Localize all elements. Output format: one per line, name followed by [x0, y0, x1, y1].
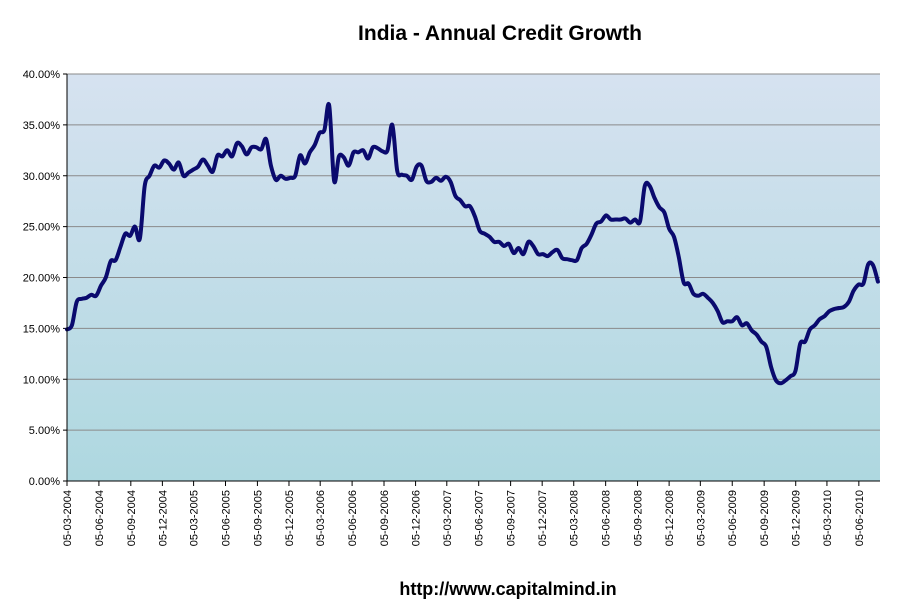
x-tick-label: 05-12-2004: [157, 490, 169, 546]
chart-title: India - Annual Credit Growth: [358, 22, 642, 45]
y-tick-label: 25.00%: [23, 222, 61, 234]
x-tick-label: 05-03-2006: [315, 490, 327, 546]
x-tick-label: 05-12-2008: [664, 490, 676, 546]
y-tick-label: 0.00%: [29, 476, 60, 488]
x-tick-label: 05-03-2007: [442, 490, 454, 546]
source-caption: http://www.capitalmind.in: [399, 579, 616, 599]
x-tick-label: 05-06-2010: [854, 490, 866, 546]
x-tick-label: 05-03-2005: [189, 490, 201, 546]
x-tick-label: 05-12-2006: [411, 490, 423, 546]
x-tick-label: 05-12-2005: [284, 490, 296, 546]
x-tick-label: 05-09-2007: [506, 490, 518, 546]
x-tick-label: 05-03-2004: [62, 490, 74, 546]
y-tick-label: 20.00%: [23, 273, 61, 285]
x-tick-label: 05-06-2005: [221, 490, 233, 546]
x-tick-label: 05-06-2007: [474, 490, 486, 546]
x-tick-label: 05-06-2009: [727, 490, 739, 546]
y-tick-label: 10.00%: [23, 374, 61, 386]
x-tick-label: 05-06-2004: [94, 490, 106, 546]
x-tick-label: 05-09-2005: [252, 490, 264, 546]
x-tick-label: 05-03-2009: [695, 490, 707, 546]
y-tick-label: 30.00%: [23, 171, 61, 183]
x-tick-label: 05-12-2009: [791, 490, 803, 546]
gridlines: [67, 73, 880, 431]
x-tick-label: 05-09-2008: [633, 490, 645, 546]
x-tick-label: 05-03-2008: [569, 490, 581, 546]
x-tick-label: 05-09-2006: [379, 490, 391, 546]
y-tick-label: 5.00%: [29, 425, 60, 437]
series-line: [65, 101, 880, 386]
x-tick-label: 05-12-2007: [537, 490, 549, 546]
x-tick-label: 05-09-2004: [126, 490, 138, 546]
x-tick-label: 05-06-2006: [347, 490, 359, 546]
y-tick-label: 40.00%: [23, 69, 61, 81]
x-tick-label: 05-03-2010: [822, 490, 834, 546]
y-axis-tick-labels: 0.00% 5.00% 10.00% 15.00% 20.00% 25.00% 30.00%…: [23, 69, 67, 488]
y-tick-label: 15.00%: [23, 323, 61, 335]
x-axis-tick-labels: 05-03-2004 05-06-2004 05-09-2004 05-12-2004…: [62, 481, 866, 546]
y-tick-label: 35.00%: [23, 120, 61, 132]
x-tick-label: 05-06-2008: [601, 490, 613, 546]
series-layer: [65, 101, 880, 386]
x-tick-label: 05-09-2009: [759, 490, 771, 546]
